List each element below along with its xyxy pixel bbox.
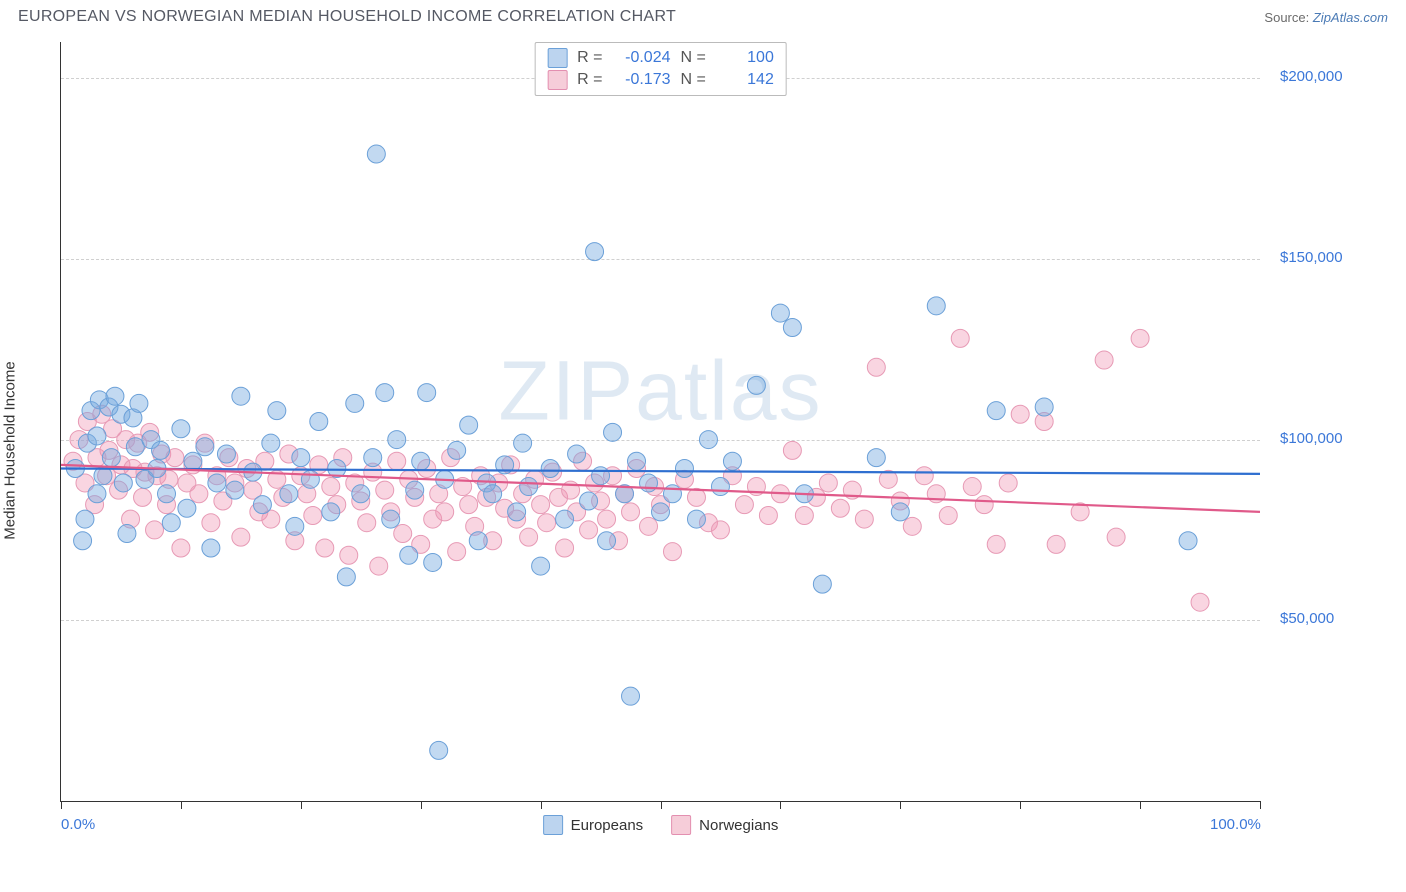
source-attribution: Source: ZipAtlas.com (1264, 10, 1388, 25)
r-label: R = (577, 49, 602, 67)
swatch-norwegians-icon (671, 815, 691, 835)
legend-item-norwegians: Norwegians (671, 815, 778, 835)
stats-row-norwegians: R = -0.173 N = 142 (547, 69, 774, 91)
chart-header: EUROPEAN VS NORWEGIAN MEDIAN HOUSEHOLD I… (0, 0, 1406, 32)
chart-area: Median Household Income ZIPatlas R = -0.… (18, 32, 1388, 852)
swatch-norwegians-icon (547, 70, 567, 90)
chart-title: EUROPEAN VS NORWEGIAN MEDIAN HOUSEHOLD I… (18, 8, 676, 26)
n-label: N = (681, 71, 706, 89)
stats-row-europeans: R = -0.024 N = 100 (547, 47, 774, 69)
legend-label-europeans: Europeans (571, 817, 644, 834)
legend: Europeans Norwegians (543, 815, 779, 835)
legend-label-norwegians: Norwegians (699, 817, 778, 834)
n-label: N = (681, 49, 706, 67)
r-label: R = (577, 71, 602, 89)
y-tick-label: $50,000 (1280, 610, 1334, 627)
source-label: Source: (1264, 10, 1309, 25)
r-value-norwegians: -0.173 (611, 71, 671, 89)
r-value-europeans: -0.024 (611, 49, 671, 67)
n-value-europeans: 100 (714, 49, 774, 67)
y-axis-label: Median Household Income (2, 361, 19, 539)
swatch-europeans-icon (547, 48, 567, 68)
n-value-norwegians: 142 (714, 71, 774, 89)
source-name: ZipAtlas.com (1313, 10, 1388, 25)
correlation-stats-box: R = -0.024 N = 100 R = -0.173 N = 142 (534, 42, 787, 96)
scatter-plot: ZIPatlas R = -0.024 N = 100 R = -0.173 N… (60, 42, 1260, 802)
plot-svg (61, 42, 1260, 801)
legend-item-europeans: Europeans (543, 815, 644, 835)
x-tick-label: 0.0% (61, 816, 95, 833)
y-tick-label: $100,000 (1280, 430, 1343, 447)
swatch-europeans-icon (543, 815, 563, 835)
y-tick-label: $150,000 (1280, 249, 1343, 266)
x-tick-label: 100.0% (1210, 816, 1261, 833)
y-tick-label: $200,000 (1280, 68, 1343, 85)
